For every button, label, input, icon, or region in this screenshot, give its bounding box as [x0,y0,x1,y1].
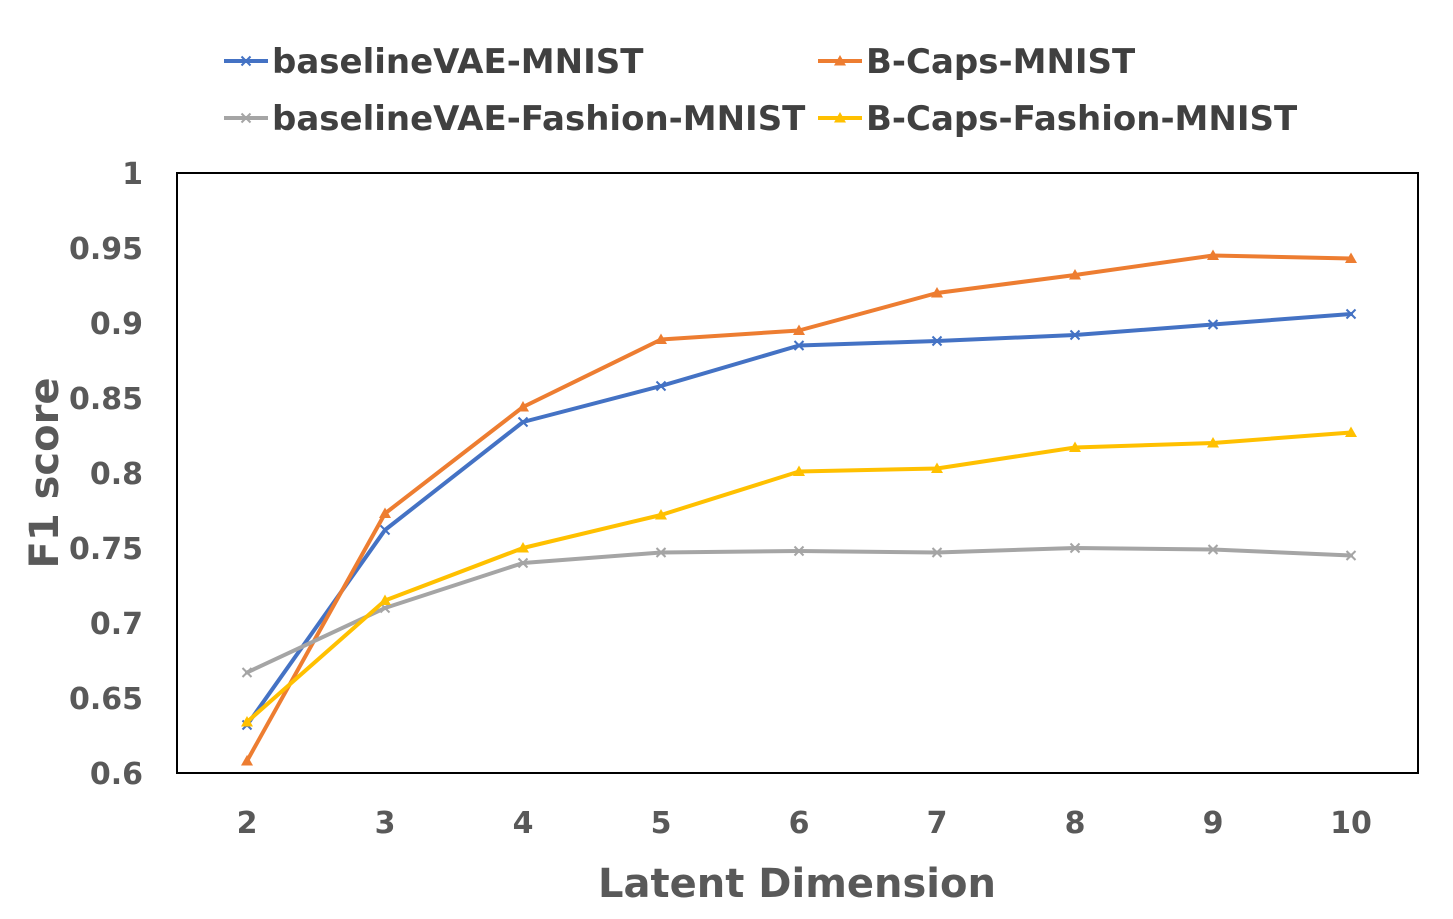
data-point-baselinevae-mnist [931,335,943,347]
data-point-b-caps-fashion-mnist [1345,426,1357,437]
data-point-baselinevae-mnist [1345,308,1357,320]
x-tick-label: 4 [513,806,534,841]
data-point-b-caps-fashion-mnist [1207,437,1219,448]
data-point-b-caps-fashion-mnist [931,462,943,473]
legend-item-baselinevae-fashion-mnist: baselineVAE-Fashion-MNIST [224,99,806,139]
series-line-baselinevae-mnist [245,312,1353,727]
data-point-baselinevae-fashion-mnist [931,547,943,558]
series-b-caps-fashion-mnist [241,426,1357,727]
data-point-baselinevae-mnist [1207,319,1219,330]
legend-label: baselineVAE-MNIST [272,42,644,82]
x-tick-label: 8 [1065,806,1086,841]
x-tick-label: 3 [375,806,396,841]
legend-item-baselinevae-mnist: baselineVAE-MNIST [224,42,644,82]
data-point-b-caps-fashion-mnist [379,594,391,605]
x-axis-ticks: 2 3 4 5 6 7 8 9 10 [237,806,1372,841]
y-axis-title: F1 score [22,378,68,569]
legend-item-b-caps-mnist: B-Caps-MNIST [818,42,1136,82]
legend-item-b-caps-fashion-mnist: B-Caps-Fashion-MNIST [818,99,1298,139]
data-point-baselinevae-mnist [379,524,391,536]
data-point-b-caps-fashion-mnist [793,465,805,476]
y-tick-label: 0.9 [90,307,143,342]
data-point-b-caps-mnist [241,755,253,766]
data-point-b-caps-fashion-mnist [655,509,667,520]
legend-marker [240,112,252,124]
data-point-baselinevae-mnist [517,416,529,428]
legend: baselineVAE-MNIST B-Caps-MNIST baselineVAE… [224,42,1298,139]
data-point-baselinevae-fashion-mnist [1069,542,1081,554]
x-axis-title: Latent Dimension [598,861,996,907]
y-tick-label: 0.8 [90,457,143,492]
data-point-baselinevae-mnist [1069,329,1081,341]
y-tick-label: 0.6 [90,757,143,792]
data-point-baselinevae-fashion-mnist [517,557,529,569]
data-point-b-caps-fashion-mnist [241,716,253,727]
data-point-b-caps-mnist [931,287,943,298]
y-tick-label: 0.65 [69,682,143,717]
x-tick-label: 2 [237,806,258,841]
y-tick-label: 0.7 [90,607,143,642]
data-point-baselinevae-fashion-mnist [793,545,805,557]
data-point-baselinevae-mnist [655,380,667,392]
legend-marker [834,112,846,123]
data-point-baselinevae-fashion-mnist [655,547,667,558]
series-b-caps-mnist [241,249,1357,766]
data-point-baselinevae-fashion-mnist [1345,550,1357,561]
series-baselinevae-mnist [241,308,1357,731]
series-baselinevae-fashion-mnist [241,542,1357,678]
data-point-b-caps-mnist [1345,252,1357,263]
y-axis-ticks: 0.6 0.65 0.7 0.75 0.8 0.85 0.9 0.95 1 [69,157,143,792]
data-point-b-caps-mnist [517,401,529,412]
y-tick-label: 0.85 [69,382,143,417]
x-tick-label: 6 [789,806,810,841]
data-point-baselinevae-fashion-mnist [1207,544,1219,555]
data-point-b-caps-mnist [655,333,667,344]
legend-marker [834,55,846,66]
plot-area-frame [176,172,1419,774]
y-tick-label: 0.75 [69,532,143,567]
series-layer [241,249,1357,766]
data-point-b-caps-mnist [1207,249,1219,260]
data-point-b-caps-fashion-mnist [1069,441,1081,452]
data-point-baselinevae-mnist [793,340,805,351]
x-tick-label: 7 [927,806,948,841]
legend-label: B-Caps-MNIST [866,42,1136,82]
y-tick-label: 0.95 [69,232,143,267]
series-line-baselinevae-fashion-mnist [245,546,1353,675]
legend-marker [240,55,252,67]
x-tick-label: 10 [1330,806,1372,841]
x-tick-label: 9 [1203,806,1224,841]
data-point-b-caps-fashion-mnist [517,542,529,553]
y-tick-label: 1 [122,157,143,192]
data-point-b-caps-mnist [1069,269,1081,280]
legend-label: B-Caps-Fashion-MNIST [866,99,1298,139]
legend-label: baselineVAE-Fashion-MNIST [272,99,806,139]
x-tick-label: 5 [651,806,672,841]
data-point-b-caps-mnist [793,324,805,335]
data-point-baselinevae-fashion-mnist [241,667,253,678]
data-point-b-caps-mnist [379,507,391,518]
